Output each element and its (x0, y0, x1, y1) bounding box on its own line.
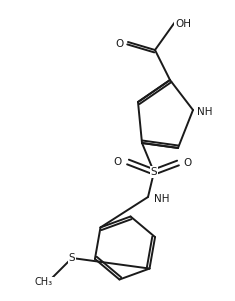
Text: S: S (151, 167, 157, 177)
Text: NH: NH (154, 194, 170, 204)
Text: OH: OH (175, 19, 191, 29)
Text: S: S (69, 253, 75, 263)
Text: O: O (114, 157, 122, 167)
Text: CH₃: CH₃ (35, 277, 53, 287)
Text: NH: NH (197, 107, 213, 117)
Text: O: O (184, 158, 192, 168)
Text: O: O (116, 39, 124, 49)
